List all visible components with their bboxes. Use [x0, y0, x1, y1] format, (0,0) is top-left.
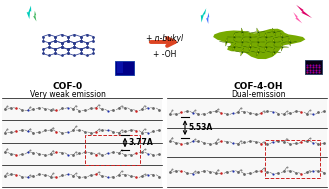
Polygon shape	[225, 42, 227, 46]
Polygon shape	[201, 8, 206, 22]
Text: + n-bukyl: + n-bukyl	[146, 34, 184, 43]
Polygon shape	[273, 42, 275, 46]
Polygon shape	[282, 36, 289, 37]
Polygon shape	[235, 41, 242, 42]
Polygon shape	[242, 52, 249, 53]
Polygon shape	[227, 46, 234, 47]
Polygon shape	[257, 28, 259, 32]
Polygon shape	[267, 32, 274, 33]
Polygon shape	[242, 31, 249, 32]
Text: COF-4-OH: COF-4-OH	[233, 82, 283, 91]
Polygon shape	[240, 52, 242, 56]
Polygon shape	[251, 42, 258, 43]
Polygon shape	[296, 5, 312, 18]
Polygon shape	[241, 28, 243, 32]
Polygon shape	[258, 31, 265, 32]
Polygon shape	[290, 41, 297, 42]
Polygon shape	[258, 52, 265, 53]
Polygon shape	[243, 46, 250, 47]
Polygon shape	[226, 38, 227, 42]
Polygon shape	[281, 47, 283, 51]
Polygon shape	[266, 47, 273, 48]
Bar	[167, 98, 327, 187]
Polygon shape	[234, 47, 241, 48]
Polygon shape	[265, 47, 266, 51]
Polygon shape	[241, 38, 243, 42]
Bar	[265, 140, 320, 178]
Polygon shape	[274, 52, 281, 53]
Bar	[305, 60, 322, 74]
Polygon shape	[273, 48, 275, 52]
Polygon shape	[273, 52, 274, 56]
Polygon shape	[249, 43, 251, 47]
Polygon shape	[257, 52, 259, 56]
Polygon shape	[265, 43, 267, 47]
Bar	[117, 62, 123, 74]
Bar	[115, 61, 134, 75]
Polygon shape	[258, 32, 259, 36]
Polygon shape	[234, 37, 235, 41]
Polygon shape	[257, 38, 259, 42]
Polygon shape	[266, 51, 274, 52]
Polygon shape	[274, 46, 282, 47]
Polygon shape	[249, 47, 251, 51]
Polygon shape	[266, 36, 273, 37]
Polygon shape	[249, 37, 251, 41]
Polygon shape	[219, 41, 226, 42]
Polygon shape	[235, 32, 242, 33]
Polygon shape	[27, 6, 31, 19]
Polygon shape	[233, 47, 235, 51]
Text: 5.53A: 5.53A	[189, 123, 213, 132]
Polygon shape	[274, 41, 281, 42]
Polygon shape	[289, 42, 291, 46]
Polygon shape	[282, 46, 289, 47]
Polygon shape	[258, 42, 265, 43]
Polygon shape	[265, 33, 266, 37]
Polygon shape	[259, 46, 266, 47]
Text: 3.77A: 3.77A	[129, 138, 154, 147]
Text: Very weak emission: Very weak emission	[30, 90, 106, 99]
Polygon shape	[234, 43, 236, 47]
Polygon shape	[274, 31, 281, 32]
Polygon shape	[293, 12, 302, 23]
Polygon shape	[251, 51, 258, 52]
Polygon shape	[273, 38, 274, 42]
Bar	[2, 98, 162, 187]
Text: Dual-emission: Dual-emission	[231, 90, 285, 99]
Polygon shape	[273, 32, 275, 36]
Polygon shape	[242, 48, 244, 52]
Text: COF-0: COF-0	[53, 82, 83, 91]
Polygon shape	[241, 42, 243, 46]
Bar	[85, 135, 140, 165]
Polygon shape	[257, 42, 259, 46]
Polygon shape	[234, 33, 235, 37]
Polygon shape	[281, 33, 282, 37]
Polygon shape	[227, 36, 234, 37]
Polygon shape	[235, 51, 242, 52]
Polygon shape	[266, 42, 274, 43]
Text: + -OH: + -OH	[153, 50, 177, 59]
Polygon shape	[258, 48, 259, 52]
Polygon shape	[282, 42, 290, 43]
Polygon shape	[251, 32, 258, 33]
Polygon shape	[274, 37, 282, 38]
Polygon shape	[259, 37, 266, 38]
Polygon shape	[281, 43, 283, 47]
Polygon shape	[241, 32, 243, 36]
Polygon shape	[234, 36, 241, 37]
Polygon shape	[250, 36, 257, 37]
Polygon shape	[249, 33, 251, 37]
Polygon shape	[250, 47, 257, 48]
Polygon shape	[243, 36, 250, 38]
Polygon shape	[281, 37, 283, 41]
Polygon shape	[272, 28, 274, 32]
Polygon shape	[33, 11, 37, 21]
Polygon shape	[289, 38, 290, 42]
Polygon shape	[226, 42, 234, 43]
Polygon shape	[206, 12, 209, 24]
Polygon shape	[265, 37, 267, 41]
Polygon shape	[242, 42, 249, 43]
Polygon shape	[213, 29, 305, 59]
